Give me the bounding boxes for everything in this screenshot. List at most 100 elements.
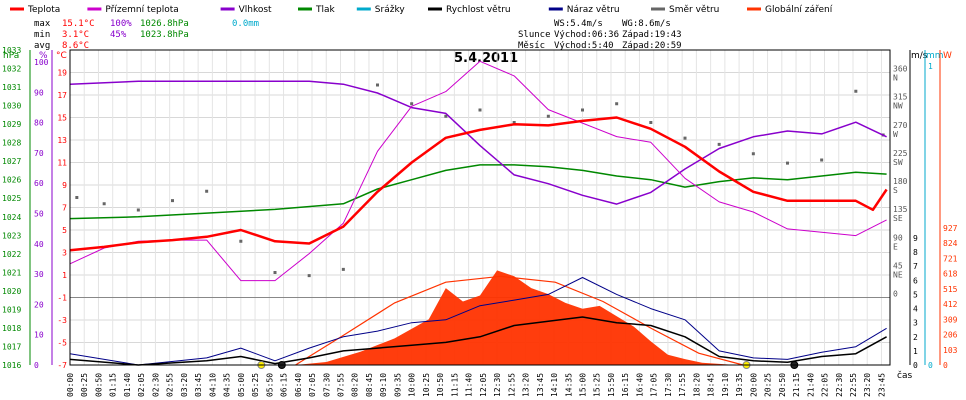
x-tick-label-47: 19:35 bbox=[735, 373, 744, 397]
tick-dir-6: 90 bbox=[893, 233, 903, 242]
stats-max-press: 1026.8hPa bbox=[140, 19, 189, 29]
sun-rise: Východ:06:36 bbox=[554, 30, 619, 40]
tick-ms-2: 2 bbox=[913, 333, 918, 342]
tick-hpa-2: 1018 bbox=[2, 324, 21, 333]
x-tick-label-46: 19:10 bbox=[721, 373, 730, 397]
tick-hpa-11: 1027 bbox=[2, 157, 21, 166]
legend-label-3: Tlak bbox=[315, 5, 336, 15]
x-tick-label-50: 20:50 bbox=[778, 373, 787, 397]
series-wind-dir-point-22 bbox=[820, 158, 824, 162]
series-wind-dir-point-16 bbox=[615, 102, 619, 106]
x-tick-label-29: 12:05 bbox=[479, 373, 488, 397]
tick-dir-name-6: E bbox=[893, 242, 898, 251]
tick-dir-2: 270 bbox=[893, 121, 908, 130]
axis-mm-unit: mm bbox=[926, 51, 944, 61]
tick-pct-4: 40 bbox=[34, 240, 44, 249]
series-wind-dir-point-11 bbox=[444, 114, 448, 118]
stats-min-temp: 3.1°C bbox=[62, 30, 89, 40]
series-wind-dir-point-6 bbox=[273, 271, 277, 274]
series-wind-dir-point-15 bbox=[581, 108, 584, 112]
tick-pct-1: 10 bbox=[34, 331, 44, 340]
tick-hpa-16: 1032 bbox=[2, 65, 21, 74]
series-wind-dir-point-14 bbox=[546, 114, 550, 118]
series-wind-dir-point-23 bbox=[854, 89, 858, 93]
tick-hpa-13: 1029 bbox=[2, 120, 21, 129]
legend-label-5: Rychlost větru bbox=[446, 5, 511, 15]
tick-hpa-12: 1028 bbox=[2, 139, 21, 148]
x-tick-label-13: 05:25 bbox=[251, 373, 260, 397]
x-tick-label-9: 03:45 bbox=[194, 373, 203, 397]
tick-temp-3: -1 bbox=[57, 294, 67, 303]
tick-dir-name-0: N bbox=[893, 74, 898, 83]
x-tick-label-31: 12:55 bbox=[507, 373, 516, 397]
tick-hpa-7: 1023 bbox=[2, 231, 21, 240]
x-tick-labels: 00:00 00:25 00:50 01:15 01:40 02:05 02:30 02:55… bbox=[66, 373, 886, 397]
x-tick-label-39: 16:15 bbox=[621, 373, 630, 397]
tick-pct-3: 30 bbox=[34, 270, 44, 279]
tick-pct-2: 20 bbox=[34, 300, 44, 309]
axis-w-unit: W bbox=[943, 51, 952, 61]
stats-min-press: 1023.8hPa bbox=[140, 30, 189, 40]
tick-temp-6: 5 bbox=[62, 226, 67, 235]
x-tick-label-23: 09:35 bbox=[393, 373, 402, 397]
series-clear-sky-line bbox=[295, 275, 744, 366]
tick-mm-1: 1 bbox=[928, 62, 933, 71]
series-wind-dir-point-21 bbox=[786, 161, 789, 165]
tick-temp-12: 17 bbox=[57, 91, 67, 100]
x-tick-label-21: 08:45 bbox=[365, 373, 374, 397]
x-tick-label-5: 02:05 bbox=[137, 373, 146, 397]
legend-label-6: Náraz větru bbox=[567, 5, 620, 15]
tick-dir-4: 180 bbox=[893, 177, 908, 186]
tick-temp-8: 9 bbox=[62, 181, 67, 190]
wind-ws: WS:5.4m/s bbox=[554, 19, 603, 29]
x-tick-label-34: 14:10 bbox=[550, 373, 559, 397]
axis-ms-unit: m/s bbox=[911, 51, 928, 61]
x-tick-label-16: 06:40 bbox=[294, 373, 303, 397]
tick-temp-9: 11 bbox=[57, 159, 67, 168]
x-axis-label: čas bbox=[897, 370, 912, 381]
chart-title: 5.4.2011 bbox=[454, 51, 518, 66]
tick-ms-0: 0 bbox=[913, 361, 918, 370]
tick-ms-7: 7 bbox=[913, 262, 918, 271]
series-wind-dir-point-0 bbox=[75, 196, 79, 199]
series-wind-dir-point-13 bbox=[512, 121, 516, 124]
series-humidity-line bbox=[69, 80, 887, 205]
axis-headers: hPa % °C m/s mm W bbox=[3, 51, 952, 61]
tick-dir-3: 225 bbox=[893, 149, 908, 158]
series-wind-dir-point-12 bbox=[478, 108, 482, 112]
tick-ms-9: 9 bbox=[913, 234, 918, 243]
wind-wg: WG:8.6m/s bbox=[622, 19, 671, 29]
x-tick-label-24: 10:00 bbox=[408, 373, 417, 397]
tick-hpa-3: 1019 bbox=[2, 305, 21, 314]
series-ground-temp-line bbox=[69, 60, 887, 282]
tick-mm-0: 0 bbox=[928, 361, 933, 370]
x-tick-label-15: 06:15 bbox=[280, 373, 289, 397]
tick-hpa-6: 1022 bbox=[2, 250, 21, 259]
x-tick-label-27: 11:15 bbox=[450, 373, 459, 397]
x-tick-label-49: 20:25 bbox=[764, 373, 773, 397]
stats-avg-temp: 8.6°C bbox=[62, 41, 89, 51]
series-wind-dir-point-4 bbox=[205, 189, 209, 193]
tick-dir-1: 315 bbox=[893, 93, 908, 102]
tick-w-2: 206 bbox=[943, 331, 958, 340]
series-wind-dir-point-8 bbox=[341, 267, 345, 271]
tick-temp-4: 1 bbox=[62, 271, 67, 280]
tick-dir-name-2: W bbox=[893, 130, 898, 139]
stats-max-temp: 15.1°C bbox=[62, 19, 95, 29]
x-tick-label-37: 15:25 bbox=[593, 373, 602, 397]
tick-pct-9: 90 bbox=[34, 88, 44, 97]
x-tick-label-2: 00:50 bbox=[94, 373, 103, 397]
tick-hpa-14: 1030 bbox=[2, 102, 21, 111]
sun-set: Západ:19:43 bbox=[622, 30, 682, 40]
x-tick-label-56: 23:20 bbox=[863, 373, 872, 397]
tick-temp-2: -3 bbox=[57, 316, 67, 325]
tick-hpa-9: 1025 bbox=[2, 194, 21, 203]
tick-pct-6: 60 bbox=[34, 179, 44, 188]
x-tick-label-11: 04:35 bbox=[223, 373, 232, 397]
x-tick-label-19: 07:55 bbox=[336, 373, 345, 397]
x-tick-label-14: 05:50 bbox=[265, 373, 274, 397]
x-tick-label-41: 17:05 bbox=[650, 373, 659, 397]
x-tick-label-45: 18:45 bbox=[707, 373, 716, 397]
tick-temp-1: -5 bbox=[57, 339, 67, 348]
tick-ms-8: 8 bbox=[913, 248, 918, 257]
